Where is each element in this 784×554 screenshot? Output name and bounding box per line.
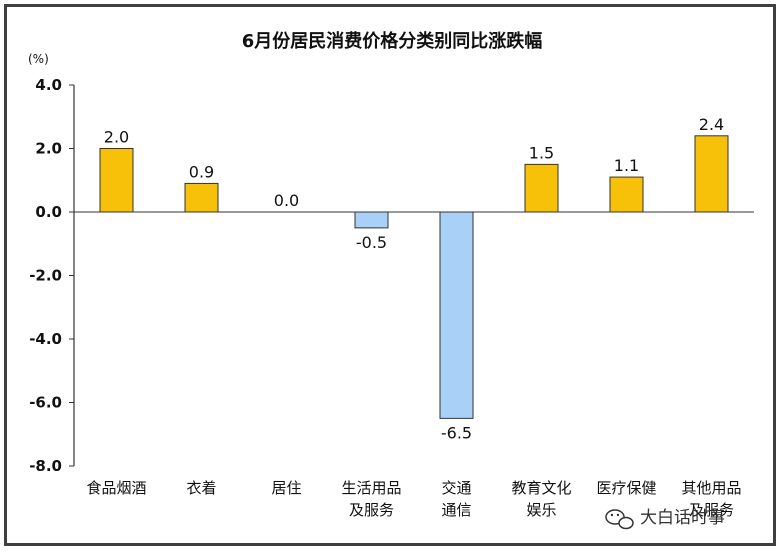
x-tick-label: 交通 [441,479,471,497]
value-labels-group: 2.0 0.9 0.0 -0.5 -6.5 1.5 1.1 2.4 [104,115,724,443]
bars-group [99,135,729,419]
chart-title: 6月份居民消费价格分类别同比涨跌幅 [242,30,543,52]
bar [99,148,134,213]
y-tick-label: 0.0 [35,203,62,221]
y-axis-unit: (%) [28,52,49,66]
data-label: 1.1 [614,156,639,175]
y-tick-label: -2.0 [29,267,62,285]
x-tick-label: 通信 [441,501,471,519]
chart-frame [4,4,776,546]
y-tick-label: -4.0 [29,330,62,348]
y-tick-label: 4.0 [35,76,62,94]
x-tick-label: 食品烟酒 [86,479,146,497]
watermark: 大白话时事 [605,508,725,530]
bar [184,182,219,213]
x-tick-label: 及服务 [349,501,394,519]
x-tick-label: 其他用品 [681,479,741,497]
bar [439,211,474,419]
x-tick-label: 生活用品 [341,479,401,497]
bar [524,163,559,213]
bar [694,135,729,213]
y-axis: 4.0 2.0 0.0 -2.0 -4.0 -6.0 -8.0 [29,76,75,475]
bar [609,176,644,213]
x-tick-label: 居住 [271,479,301,497]
wechat-icon [605,509,634,530]
y-tick-label: 2.0 [35,140,62,158]
data-label: -6.5 [441,423,472,442]
x-tick-label: 及服务 [689,501,734,519]
data-label: 2.0 [104,128,129,147]
data-label: 0.0 [274,191,299,210]
data-label: 2.4 [699,115,724,134]
bar [354,211,389,229]
x-tick-label: 娱乐 [526,501,556,519]
watermark-text: 大白话时事 [640,508,725,528]
x-tick-label: 教育文化 [511,479,571,497]
x-tick-label: 医疗保健 [596,479,656,497]
data-label: 0.9 [189,162,214,181]
data-label: 1.5 [529,143,554,162]
data-label: -0.5 [356,233,387,252]
x-tick-label: 衣着 [186,479,216,497]
y-tick-label: -8.0 [29,457,62,475]
y-tick-label: -6.0 [29,394,62,412]
